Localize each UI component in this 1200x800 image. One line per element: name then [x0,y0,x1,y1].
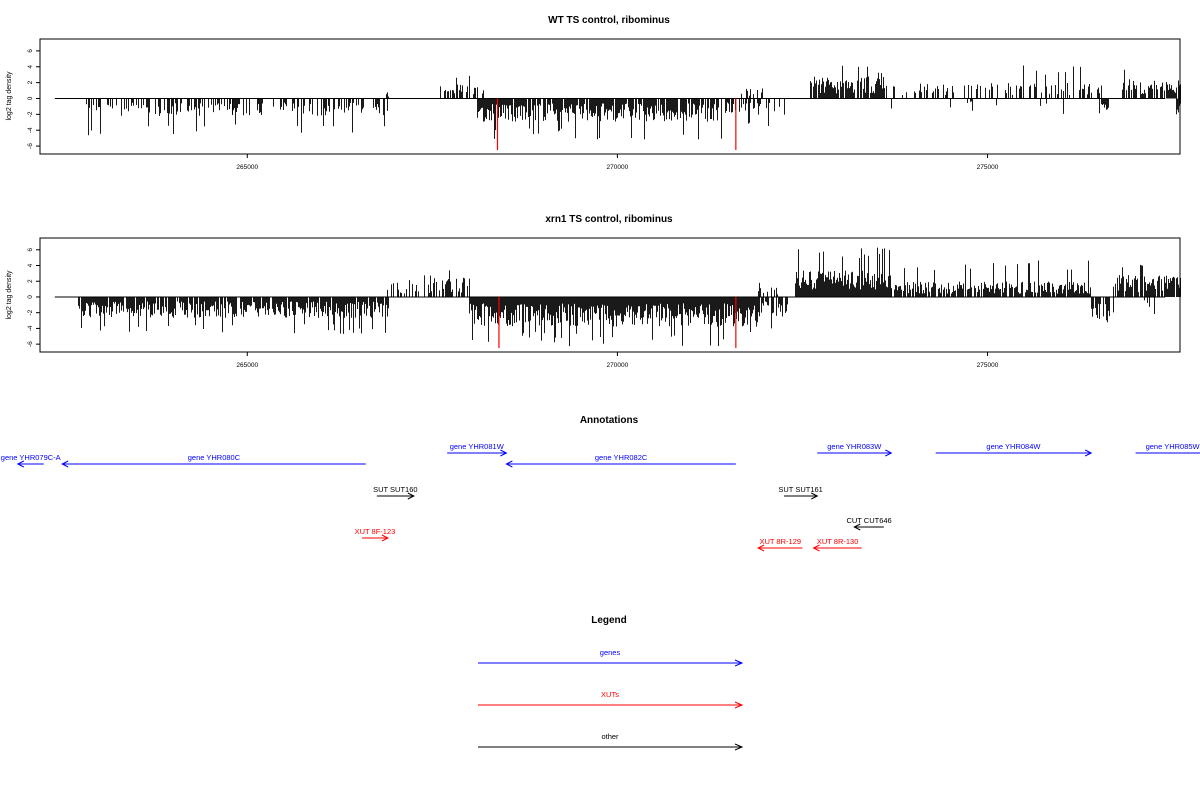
feature-xut-8r-129: XUT 8R-129 [756,537,803,552]
feature-label: gene YHR079C-A [1,453,61,462]
feature-gene-yhr084w: gene YHR084W [935,442,1093,457]
y-tick-label: 2 [27,279,34,283]
arrow-head-icon [734,743,744,751]
feature-label: gene YHR082C [595,453,648,462]
feature-gene-yhr079c-a: gene YHR079C-A [1,453,61,468]
arrow-head-icon [885,449,893,457]
x-tick-label: 270000 [607,164,629,171]
xrn1-axes: 265000 270000 275000 -6 -4 -2 0 2 4 6 [27,248,999,369]
feature-gene-yhr085w: gene YHR085W [1135,442,1200,454]
y-tick-label: 4 [27,65,34,69]
y-tick-label: -2 [27,111,34,117]
y-tick-label: 0 [27,295,34,299]
xrn1-y-axis-label: log2 tag density [6,270,13,320]
feature-label: gene YHR081W [450,442,505,451]
arrow-head-icon [734,701,744,709]
arrow-head-icon [734,659,744,667]
y-tick-label: 4 [27,263,34,267]
feature-label: SUT SUT160 [373,485,417,494]
feature-gene-yhr083w: gene YHR083W [817,442,893,457]
feature-gene-yhr082c: gene YHR082C [505,453,736,468]
arrow-head-icon [756,544,765,552]
arrow-head-icon [16,460,25,468]
annotation-track: gene YHR081W gene YHR083W gene YHR084W gene… [1,442,1200,552]
arrow-head-icon [811,492,819,500]
feature-xut-8f-123: XUT 8F-123 [355,527,396,542]
y-tick-label: 0 [27,96,34,100]
wt-axes: 265000 270000 275000 -6 -4 -2 0 2 4 6 [27,49,999,171]
legend-label: other [601,732,619,741]
y-tick-label: 2 [27,80,34,84]
feature-label: SUT SUT161 [778,485,822,494]
feature-gene-yhr081w: gene YHR081W [447,442,508,457]
xrn1-density-panel: xrn1 TS control, ribominus log2 tag dens… [6,214,1181,369]
arrow-head-icon [853,523,861,531]
feature-xut-8r-130: XUT 8R-130 [812,537,862,552]
arrow-head-icon [61,460,69,468]
wt-plot-frame [39,38,1181,155]
y-tick-label: -6 [27,143,34,149]
legend-item-xuts: XUTs [478,690,744,709]
feature-label: CUT CUT646 [846,516,891,525]
arrow-head-icon [1084,449,1093,457]
legend-label: XUTs [601,690,619,699]
y-tick-label: -2 [27,309,34,315]
arrow-head-icon [812,544,820,552]
feature-label: gene YHR085W [1146,442,1200,451]
legend: genes XUTs other [478,648,744,751]
xrn1-bars [54,247,1181,349]
feature-label: XUT 8R-130 [817,537,859,546]
annotations-title: Annotations [580,415,639,426]
y-tick-label: 6 [27,49,34,53]
feature-sut-sut160: SUT SUT160 [373,485,418,500]
wt-density-panel: WT TS control, ribominus log2 tag densit… [6,15,1181,171]
legend-label: genes [600,648,621,657]
x-tick-label: 275000 [977,362,999,369]
x-tick-label: 275000 [977,164,999,171]
feature-label: XUT 8F-123 [355,527,396,536]
x-tick-label: 270000 [607,362,629,369]
feature-gene-yhr080c: gene YHR080C [61,453,366,468]
xrn1-panel-title: xrn1 TS control, ribominus [545,214,673,225]
x-tick-label: 265000 [236,164,258,171]
feature-sut-sut161: SUT SUT161 [778,485,823,500]
feature-label: gene YHR084W [986,442,1041,451]
feature-label: gene YHR083W [827,442,882,451]
feature-label: gene YHR080C [188,453,241,462]
arrow-head-icon [381,534,390,542]
y-tick-label: -4 [27,325,34,331]
y-tick-label: 6 [27,248,34,252]
feature-cut-cut646: CUT CUT646 [846,516,892,531]
legend-title: Legend [591,615,627,626]
legend-item-genes: genes [478,648,744,667]
wt-panel-title: WT TS control, ribominus [548,15,670,26]
x-tick-label: 265000 [236,362,258,369]
y-tick-label: -6 [27,341,34,347]
wt-bars [54,65,1181,151]
arrow-head-icon [505,460,513,468]
xrn1-plot-frame [39,237,1181,353]
arrow-head-icon [500,449,508,457]
legend-item-other: other [478,732,744,751]
feature-label: XUT 8R-129 [759,537,801,546]
y-tick-label: -4 [27,127,34,133]
wt-y-axis-label: log2 tag density [6,71,13,121]
arrow-head-icon [407,492,415,500]
